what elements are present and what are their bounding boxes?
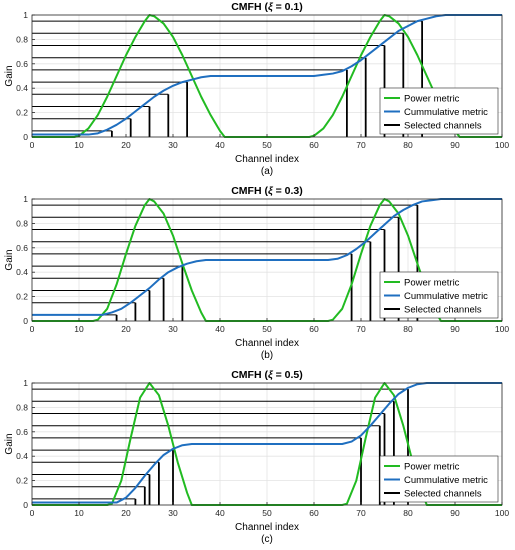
x-tick-label: 0 <box>30 324 35 334</box>
chart-panel-2: 0 10 20 30 40 50 60 70 80 90 100 0 0.2 0.4 0.6 0.8 1 CMFH… <box>4 185 509 361</box>
chart-title-suffix: = 0.3) <box>273 185 303 197</box>
x-tick-label: 90 <box>450 324 460 334</box>
x-tick-label: 90 <box>450 140 460 150</box>
legend-entry: Cummulative metric <box>404 291 488 302</box>
x-tick-label: 10 <box>74 140 84 150</box>
chart-title: CMFH (ξ = 0.5) <box>231 369 303 381</box>
x-tick-label: 90 <box>450 508 460 518</box>
panel-label: (a) <box>261 166 273 177</box>
x-tick-label: 60 <box>309 140 319 150</box>
x-tick-label: 40 <box>215 324 225 334</box>
x-tick-label: 30 <box>168 324 178 334</box>
y-tick-label: 1 <box>23 378 28 388</box>
legend: Power metric Cummulative metric Selected c… <box>379 87 499 135</box>
y-tick-label: 0.4 <box>16 451 28 461</box>
x-axis-label: Channel index <box>235 522 299 533</box>
legend-entry: Cummulative metric <box>404 475 488 486</box>
chart-title: CMFH (ξ = 0.1) <box>231 1 303 13</box>
x-axis-label: Channel index <box>235 154 299 165</box>
x-tick-label: 80 <box>403 140 413 150</box>
x-tick-label: 10 <box>74 508 84 518</box>
x-tick-label: 80 <box>403 324 413 334</box>
legend: Power metric Cummulative metric Selected c… <box>379 271 499 319</box>
chart-panel-1: 0 10 20 30 40 50 60 70 80 90 100 0 0.2 0.4 0.6 0.8 1 CMFH… <box>4 1 509 177</box>
x-tick-label: 100 <box>495 508 509 518</box>
chart-title-prefix: CMFH ( <box>231 185 268 197</box>
y-tick-label: 0.2 <box>16 476 28 486</box>
y-tick-label: 0.2 <box>16 292 28 302</box>
legend-entry: Selected channels <box>404 121 482 132</box>
y-tick-label: 0.8 <box>16 218 28 228</box>
legend: Power metric Cummulative metric Selected c… <box>379 455 499 503</box>
y-axis-label: Gain <box>4 65 15 86</box>
legend-entry: Selected channels <box>404 489 482 500</box>
x-tick-label: 60 <box>309 324 319 334</box>
chart-panel-3: 0 10 20 30 40 50 60 70 80 90 100 0 0.2 0.4 0.6 0.8 1 CMFH… <box>4 369 509 545</box>
x-tick-label: 50 <box>262 324 272 334</box>
y-tick-label: 0.6 <box>16 427 28 437</box>
cumulative-metric-line <box>32 382 502 504</box>
x-tick-label: 70 <box>356 324 366 334</box>
x-tick-label: 40 <box>215 140 225 150</box>
y-tick-label: 0.4 <box>16 83 28 93</box>
x-tick-label: 10 <box>74 324 84 334</box>
x-tick-label: 100 <box>495 140 509 150</box>
panel-label: (b) <box>261 350 273 361</box>
chart-title-symbol: ξ <box>268 369 274 381</box>
x-tick-label: 100 <box>495 324 509 334</box>
x-tick-label: 0 <box>30 508 35 518</box>
y-axis-label: Gain <box>4 249 15 270</box>
legend-entry: Power metric <box>404 462 460 473</box>
x-tick-label: 60 <box>309 508 319 518</box>
y-tick-label: 0.2 <box>16 108 28 118</box>
chart-title-symbol: ξ <box>268 1 274 13</box>
x-tick-label: 40 <box>215 508 225 518</box>
cumulative-metric-line <box>32 198 502 316</box>
x-tick-label: 30 <box>168 508 178 518</box>
chart-title-symbol: ξ <box>268 185 274 197</box>
x-tick-label: 70 <box>356 140 366 150</box>
y-tick-label: 0.6 <box>16 243 28 253</box>
x-tick-label: 50 <box>262 140 272 150</box>
legend-entry: Power metric <box>404 94 460 105</box>
y-tick-label: 1 <box>23 10 28 20</box>
y-tick-label: 0.8 <box>16 402 28 412</box>
chart-title: CMFH (ξ = 0.3) <box>231 185 303 197</box>
y-tick-label: 0 <box>23 132 28 142</box>
x-axis-label: Channel index <box>235 338 299 349</box>
x-tick-label: 0 <box>30 140 35 150</box>
x-tick-label: 80 <box>403 508 413 518</box>
y-axis-label: Gain <box>4 433 15 454</box>
y-tick-label: 0 <box>23 316 28 326</box>
panel-label: (c) <box>261 534 273 545</box>
x-tick-label: 20 <box>121 508 131 518</box>
y-tick-label: 1 <box>23 194 28 204</box>
chart-title-suffix: = 0.1) <box>273 1 303 13</box>
legend-entry: Selected channels <box>404 305 482 316</box>
y-tick-label: 0.4 <box>16 267 28 277</box>
x-tick-label: 20 <box>121 140 131 150</box>
x-tick-label: 70 <box>356 508 366 518</box>
chart-title-prefix: CMFH ( <box>231 1 268 13</box>
legend-entry: Cummulative metric <box>404 107 488 118</box>
chart-title-suffix: = 0.5) <box>273 369 303 381</box>
x-tick-label: 20 <box>121 324 131 334</box>
x-tick-label: 30 <box>168 140 178 150</box>
y-tick-label: 0 <box>23 500 28 510</box>
chart-title-prefix: CMFH ( <box>231 369 268 381</box>
y-tick-label: 0.6 <box>16 59 28 69</box>
x-tick-label: 50 <box>262 508 272 518</box>
cumulative-metric-line <box>32 14 502 136</box>
y-tick-label: 0.8 <box>16 34 28 44</box>
legend-entry: Power metric <box>404 278 460 289</box>
